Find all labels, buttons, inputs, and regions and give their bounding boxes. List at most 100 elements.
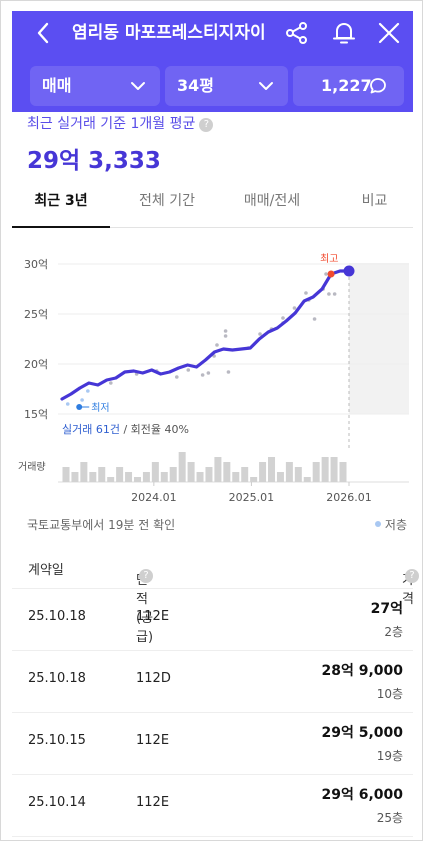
deal-type-value: 매매 <box>42 76 72 95</box>
chat-bubble-icon <box>370 78 386 94</box>
volume-bar <box>160 472 168 482</box>
row-area: 112E <box>136 733 170 748</box>
comment-count: 1,227 <box>321 76 372 95</box>
price-chart[interactable]: 최고 최저 실거래 61건 / 회전율 40% 거래량 30억 25억 20억 15억 20… <box>12 239 413 509</box>
volume-bar <box>250 477 258 482</box>
volume-bar <box>142 472 150 482</box>
trade-point <box>200 373 205 377</box>
volume-bar <box>339 462 347 482</box>
row-floor: 25층 <box>376 811 403 825</box>
y-tick-label: 20억 <box>24 358 48 371</box>
tab-compare[interactable]: 비교 <box>361 193 388 209</box>
trade-count-note: 실거래 61건 / 회전율 40% <box>62 423 189 436</box>
row-price: 27억 <box>370 601 403 617</box>
volume-bar <box>98 467 106 482</box>
volume-bar <box>196 472 204 482</box>
x-tick-label: 2025.01 <box>229 491 275 504</box>
back-button[interactable] <box>32 20 56 46</box>
comments-button[interactable]: 1,227 <box>293 66 404 106</box>
tab-all-period[interactable]: 전체 기간 <box>139 193 195 209</box>
trade-point <box>80 398 84 402</box>
header: 염리동 마포프레스티지자이 <box>12 11 413 112</box>
forecast-area <box>349 263 409 414</box>
size-value: 34평 <box>177 76 214 95</box>
help-icon[interactable]: ? <box>199 118 214 132</box>
table-row[interactable]: 25.10.18 112E 27억 2층 <box>12 589 413 651</box>
row-date: 25.10.14 <box>28 795 86 810</box>
table-row[interactable]: 25.10.18 112D 28억 9,000 10층 <box>12 651 413 713</box>
tab-sale-jeonse[interactable]: 매매/전세 <box>243 193 301 209</box>
summary-caption: 최근 실거래 기준 1개월 평균? <box>27 113 214 133</box>
trade-point <box>65 402 70 406</box>
close-button[interactable] <box>376 20 402 46</box>
table-header: 계약일 면적(공급)? 가격? <box>12 549 419 645</box>
trade-point <box>281 316 285 320</box>
high-point <box>327 270 335 278</box>
page-title: 염리동 마포프레스티지자이 <box>72 23 266 43</box>
deal-type-select[interactable]: 매매 <box>30 66 160 106</box>
turnover-text: / 회전율 40% <box>120 423 189 436</box>
volume-bar <box>223 462 231 482</box>
average-price: 29억 3,333 <box>27 148 161 174</box>
volume-bar <box>232 472 240 482</box>
row-price: 29억 6,000 <box>321 787 403 803</box>
share-icon <box>286 22 307 44</box>
trade-point <box>258 332 262 336</box>
x-tick-label: 2024.01 <box>131 491 177 504</box>
y-tick-label: 15억 <box>24 408 48 421</box>
volume-bar <box>259 462 267 482</box>
row-price: 29억 5,000 <box>321 725 403 741</box>
transaction-table: 계약일 면적(공급)? 가격? 25.10.18 112E 27억 2층 25.… <box>12 549 419 837</box>
table-row[interactable]: 25.10.15 112E 29억 5,000 19층 <box>12 713 413 775</box>
trade-point <box>175 375 179 379</box>
trade-point <box>206 371 211 375</box>
volume-bar <box>62 467 70 482</box>
trade-point <box>108 381 113 385</box>
volume-bar <box>71 472 79 482</box>
volume-bar <box>125 472 133 482</box>
share-button[interactable] <box>284 20 310 46</box>
volume-bar <box>268 457 276 482</box>
average-price-line <box>60 269 351 401</box>
row-area: 112D <box>136 671 171 686</box>
close-icon <box>378 22 400 44</box>
trade-point <box>332 292 337 296</box>
source-note: 국토교통부에서 19분 전 확인 <box>27 518 176 532</box>
notification-button[interactable] <box>330 19 358 47</box>
volume-label: 거래량 <box>18 461 46 473</box>
low-floor-legend-label: 저층 <box>384 518 407 532</box>
x-tick-label: 2026.01 <box>326 491 372 504</box>
header-date: 계약일 <box>28 563 64 578</box>
tab-recent-3-years[interactable]: 최근 3년 <box>12 183 110 228</box>
high-label: 최고 <box>320 253 338 265</box>
volume-bar <box>276 472 284 482</box>
trade-point <box>292 306 297 310</box>
trade-point <box>186 368 191 372</box>
volume-bar <box>80 462 88 482</box>
table-row[interactable]: 25.10.14 112E 29억 6,000 25층 <box>12 775 413 837</box>
row-date: 25.10.18 <box>28 671 86 686</box>
trade-point <box>312 317 317 321</box>
y-tick-label: 30억 <box>24 258 48 271</box>
trade-point <box>223 334 228 338</box>
volume-bar <box>116 467 124 482</box>
top-bar: 염리동 마포프레스티지자이 <box>12 11 413 55</box>
volume-bar <box>321 457 329 482</box>
size-select[interactable]: 34평 <box>165 66 288 106</box>
legend-dot-icon <box>374 521 381 527</box>
trade-point <box>86 389 90 393</box>
help-icon[interactable]: ? <box>139 569 153 583</box>
period-tabs: 최근 3년 전체 기간 매매/전세 비교 <box>12 183 413 228</box>
row-floor: 19층 <box>376 749 403 763</box>
volume-bar <box>133 477 141 482</box>
help-icon[interactable]: ? <box>405 569 419 583</box>
volume-bar <box>107 477 115 482</box>
volume-bar <box>294 467 302 482</box>
volume-bar <box>178 452 186 482</box>
summary-caption-text: 최근 실거래 기준 1개월 평균 <box>27 116 196 132</box>
row-date: 25.10.18 <box>28 609 86 624</box>
volume-bar <box>330 457 338 482</box>
volume-bar <box>89 472 97 482</box>
